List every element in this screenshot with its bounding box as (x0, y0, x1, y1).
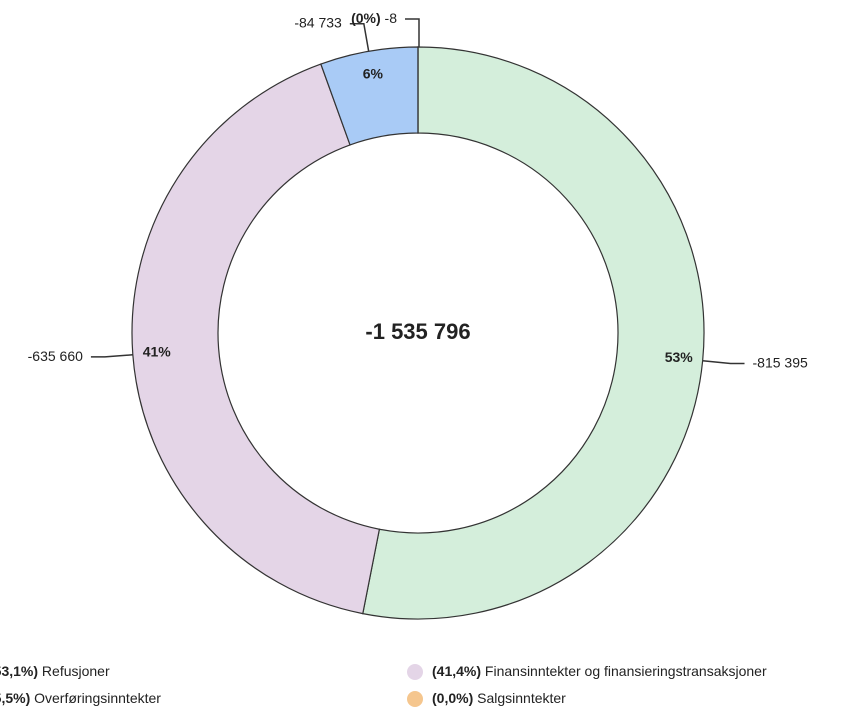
donut-slice (131, 63, 381, 615)
value-label: -84 733 (294, 14, 342, 30)
legend-percent: (5,5%) (0, 690, 30, 706)
legend-swatch (407, 664, 423, 680)
legend-percent: (41,4%) (432, 663, 481, 679)
legend-percent: (0,0%) (432, 690, 473, 706)
center-total: -1 535 796 (365, 319, 470, 344)
percent-label: (0%) (351, 10, 381, 26)
leader-line (702, 359, 745, 365)
legend-name: Finansinntekter og finansieringstransaks… (485, 663, 767, 679)
percent-label: 41% (143, 344, 172, 360)
donut-slice (362, 46, 705, 620)
value-label: -815 395 (753, 354, 808, 370)
legend-entry: (5,5%) Overføringsinntekter (0, 690, 161, 706)
value-text: -8 (385, 10, 398, 26)
legend-entry: (41,4%) Finansinntekter og finansierings… (432, 663, 767, 679)
legend-name: Refusjoner (42, 663, 110, 679)
value-text: -84 733 (294, 14, 342, 30)
legend-swatch (407, 691, 423, 707)
value-label: (0%) -8 (351, 10, 397, 26)
percent-label: 53% (665, 349, 694, 365)
legend-name: Overføringsinntekter (34, 690, 161, 706)
legend-entry: (0,0%) Salgsinntekter (432, 690, 566, 706)
legend-percent: (53,1%) (0, 663, 38, 679)
legend-name: Salgsinntekter (477, 690, 566, 706)
leader-line (349, 22, 370, 52)
percent-label: 6% (363, 66, 384, 82)
value-text: -635 660 (28, 348, 83, 364)
legend-entry: (53,1%) Refusjoner (0, 663, 110, 679)
leader-line (90, 354, 133, 358)
value-label: -635 660 (28, 348, 83, 364)
leader-line (405, 18, 420, 47)
value-text: -815 395 (753, 354, 808, 370)
